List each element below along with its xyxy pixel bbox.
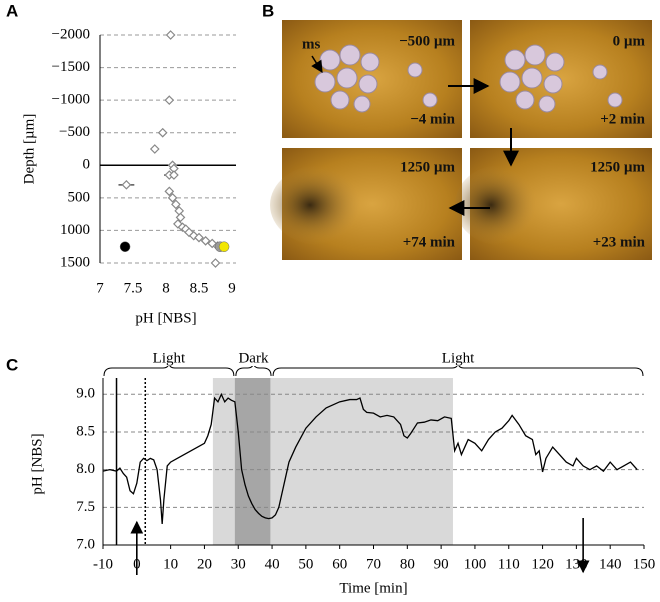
time-label: +74 min (403, 234, 456, 250)
x-tick-label: 50 (298, 556, 313, 572)
point (175, 212, 186, 223)
depth-label: 0 µm (613, 33, 646, 49)
time-label: +2 min (600, 111, 645, 127)
label-bg (235, 352, 272, 366)
y-tick-label: 7.5 (76, 499, 95, 515)
panel-label: A (6, 1, 18, 20)
x-tick-label: 10 (163, 556, 178, 572)
x-tick-label: 150 (633, 556, 656, 572)
point (200, 236, 211, 246)
panel-a: −2000 −1500 −1000 −500 0 500 1000 1500 7 7.5 8 8.5 9… (21, 26, 236, 326)
x-tick-label: 8 (162, 280, 170, 296)
x-tick-label: 100 (464, 556, 487, 572)
x-tick-label: 9 (228, 280, 236, 296)
period-label: Light (442, 350, 475, 366)
x-axis-label: Time [min] (339, 580, 407, 596)
panel-b: ms −500 µm −4 min 0 µm +2 min 1250 µm +7… (270, 20, 652, 260)
y-tick-label: 1000 (60, 222, 90, 238)
depth-label: −500 µm (399, 33, 455, 49)
point (121, 179, 132, 190)
y-tick-label: 0 (83, 157, 91, 173)
panel-label: C (6, 355, 18, 374)
x-tick-label: 8.5 (190, 280, 209, 296)
y-tick-label: −1000 (52, 92, 90, 108)
point (165, 30, 176, 40)
point (167, 193, 178, 203)
x-tick-label: 80 (400, 556, 415, 572)
label-bg (150, 352, 187, 366)
point (119, 241, 131, 252)
y-tick-label: −2000 (52, 26, 90, 42)
x-tick-label: 120 (531, 556, 554, 572)
time-label: +23 min (593, 234, 646, 250)
y-tick-label: 7.0 (76, 536, 95, 552)
x-tick-label: 70 (366, 556, 381, 572)
x-tick-label: 130 (565, 556, 588, 572)
time-label: −4 min (410, 111, 455, 127)
y-tick-label: −500 (59, 124, 90, 140)
period-label: Dark (238, 350, 268, 366)
y-tick-label: −1500 (52, 59, 90, 75)
eye (455, 165, 545, 245)
point (164, 95, 175, 105)
x-tick-label: 30 (231, 556, 246, 572)
point (149, 144, 160, 154)
point (164, 186, 175, 197)
pointer (311, 55, 323, 74)
annotation: ms (302, 36, 320, 52)
x-tick-label: 90 (434, 556, 449, 572)
x-tick-label: 20 (197, 556, 212, 572)
x-tick-label: 60 (332, 556, 347, 572)
y-tick-label: 8.0 (76, 461, 95, 477)
point (194, 232, 204, 243)
x-tick-label: 140 (599, 556, 622, 572)
eye (270, 165, 370, 245)
x-tick-label: -10 (93, 556, 113, 572)
panel-label: B (262, 1, 274, 20)
y-axis-label: pH [NBS] (29, 433, 45, 494)
x-axis-label: pH [NBS] (135, 310, 196, 326)
x-tick-label: 40 (265, 556, 280, 572)
panel-c: 7.07.58.08.59.0-100102030405060708090100… (29, 350, 655, 596)
y-tick-label: 9.0 (76, 386, 95, 402)
y-tick-label: 500 (68, 189, 91, 205)
point (210, 258, 221, 268)
point (169, 170, 179, 180)
point (218, 241, 230, 252)
x-tick-label: 7.5 (124, 280, 143, 296)
label-bg (440, 352, 477, 366)
y-tick-label: 1500 (60, 254, 90, 270)
shaded-region (234, 378, 271, 545)
point (171, 199, 181, 210)
y-tick-label: 8.5 (76, 423, 95, 439)
depth-label: 1250 µm (400, 159, 455, 175)
line-series (102, 392, 638, 524)
period-label: Light (153, 350, 186, 366)
eye-cluster (314, 44, 623, 113)
y-axis-label: Depth [µm] (21, 114, 37, 185)
depth-label: 1250 µm (590, 159, 645, 175)
point (157, 127, 168, 138)
x-tick-label: 7 (96, 280, 104, 296)
sequence-arrows (448, 78, 519, 216)
x-tick-label: 110 (498, 556, 520, 572)
